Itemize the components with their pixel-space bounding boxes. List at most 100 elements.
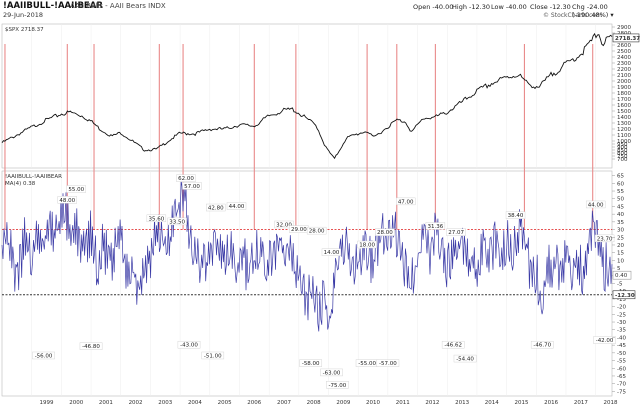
sentiment-tick-label: 25 [617,235,624,241]
spx-tick-label: 1900 [617,85,631,91]
x-tick-label: 2016 [544,400,558,406]
x-tick-label: 2005 [218,400,232,406]
annotation-box [453,354,477,363]
annotation-label: 35.60 [148,216,164,222]
spx-tick-label: 2300 [617,61,631,67]
sentiment-tick-label: -25 [617,312,626,318]
spx-tick-label: 2500 [617,49,631,55]
spx-tick-label: 2200 [617,67,631,73]
annotation-box [226,202,247,210]
x-tick-label: 1999 [40,400,54,406]
x-tick-label: 2017 [574,400,588,406]
annotation-box [326,381,349,389]
spx-line [1,32,613,160]
annotation-box [395,197,416,206]
close-value: Close -12.30 [530,3,571,11]
annotation-box [375,228,395,236]
annotation-label: 48.00 [59,198,75,204]
annotation-label: 18.00 [359,243,375,249]
sentiment-tick-label: -35 [617,328,626,334]
spx-tick-label: 750 [617,154,628,160]
sentiment-tick-label: 50 [617,197,624,203]
x-tick-label: 2002 [129,400,143,406]
sentiment-tick-label: 65 [617,174,624,180]
spx-tick-label: 1100 [617,133,631,139]
spx-tick-label: 2100 [617,73,631,79]
annotation-box [425,222,446,230]
sentiment-y-axis: -75-70-65-60-55-50-45-40-35-30-25-20-15-… [612,174,636,395]
annotation-label: 27.07 [448,230,464,236]
annotation-box [357,240,377,249]
sentiment-tick-label: 20 [617,243,624,249]
annotation-label: 38.40 [508,213,524,219]
spx-series [1,32,613,160]
annotation-box [79,342,103,350]
annotation-box [320,368,343,377]
sentiment-legend-title: !AAIIBULL-!AAIIBEAR [5,174,62,180]
spx-tick-label: 1000 [617,139,631,145]
annotation-box [176,174,196,182]
annotation-label: 31.36 [428,224,444,230]
sentiment-tick-label: -30 [617,320,626,326]
annotation-label: 33.50 [169,219,185,225]
annotation-box [57,196,78,204]
x-tick-label: 2008 [307,400,321,406]
annotation-box [446,228,466,236]
annotation-label: 28.00 [377,230,393,236]
spx-tick-label: 1800 [617,91,631,97]
annotation-box [146,214,167,223]
chart-date: 29-Jun-2018 [3,11,44,19]
spx-legend: $SPX 2718.37 [5,27,44,33]
annotation-label: 32.00 [276,222,292,228]
spx-tick-label: 850 [617,148,628,154]
spx-tick-label: 1500 [617,109,631,115]
sentiment-tick-label: 30 [617,228,624,234]
sentiment-tick-label: 55 [617,189,624,195]
spx-tick-label: 1300 [617,121,631,127]
chart-title: !AAIIBULL-!AAIIBEAR [3,1,103,11]
sentiment-tick-label: 35 [617,220,624,226]
annotation-label: -46.62 [444,343,462,349]
sentiment-tick-label: -50 [617,351,626,357]
annotation-box [585,200,606,209]
annotation-label: 42.80 [208,206,224,212]
annotation-label: -42.00 [596,338,614,344]
annotation-box [593,336,616,344]
annotation-label: -43.00 [180,343,198,349]
sentiment-tick-label: -60 [617,366,626,372]
sentiment-tick-label: 40 [617,212,624,218]
annotation-label: 14.00 [324,250,340,256]
x-tick-label: 2018 [604,400,618,406]
sentiment-tick-label: -75 [617,389,626,395]
annotation-box [201,351,225,360]
annotation-label: 29.00 [291,227,307,233]
annotation-label: 44.00 [588,202,604,208]
annotation-label: -55.00 [358,361,376,367]
annotation-box [274,220,294,229]
annotation-box [66,185,86,193]
spx-tick-label: 1200 [617,127,631,133]
spx-tick-label: 1600 [617,103,631,109]
annotation-box [376,359,400,367]
x-tick-label: 2012 [425,400,439,406]
x-tick-label: 2006 [247,400,261,406]
change-value: Chg -24.00 (-190.48%) ▾ [572,3,614,19]
annotation-box [167,217,187,226]
x-tick-label: 2010 [366,400,380,406]
spx-panel-frame [1,23,613,169]
annotation-box [594,234,615,243]
sentiment-tick-label: 45 [617,204,624,210]
x-axis: 1999 2000 2001 2002 2003 2004 2005 2006 2007 2008… [40,400,618,406]
annotation-label: -46.70 [533,343,551,349]
sentiment-series [1,180,613,332]
spx-tick-label: 950 [617,142,628,148]
annotation-label: -46.80 [82,344,100,350]
annotation-label: 23.70 [597,236,613,242]
spx-tick-label: 2000 [617,79,631,85]
annotation-box [321,248,342,256]
x-tick-label: 2014 [485,400,499,406]
sentiment-ma-value-box [612,270,632,280]
annotation-box [505,211,526,219]
x-tick-label: 2000 [69,400,83,406]
annotation-label: -51.00 [204,353,222,359]
